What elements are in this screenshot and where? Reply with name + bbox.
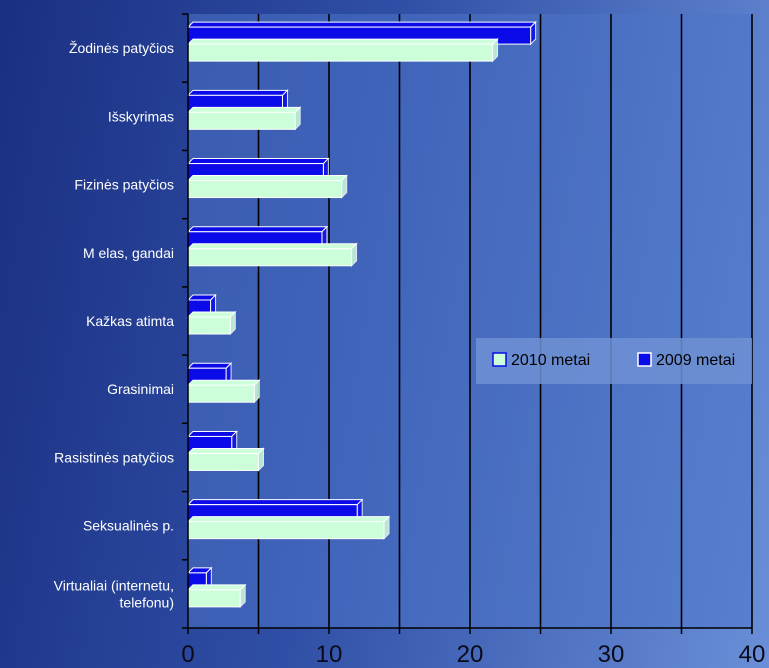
bar-front-face xyxy=(187,43,494,62)
category-label-virtualiai-internetu-telefonu: Virtualiai (internetu, telefonu) xyxy=(54,577,174,610)
bar-top-face xyxy=(186,38,499,45)
legend: 2010 metai 2009 metai xyxy=(476,338,752,384)
x-tick-labels: 0 10 20 30 40 xyxy=(181,641,765,668)
bar-front-face xyxy=(187,316,231,335)
bar-front-face xyxy=(187,452,259,471)
bar-top-face xyxy=(186,243,358,250)
legend-label-2009: 2009 metai xyxy=(656,352,735,369)
category-labels: Žodinės patyčios Išskyrimas Fizinės patyči… xyxy=(54,40,175,610)
bar-top-face xyxy=(186,21,537,28)
bar-group xyxy=(186,20,537,609)
category-label-line: Rasistinės patyčios xyxy=(54,449,174,465)
legend-label-2010: 2010 metai xyxy=(511,352,590,369)
legend-box xyxy=(476,338,752,384)
bar-top-face xyxy=(186,447,265,454)
bar-2010-metai-grasinimai xyxy=(186,379,261,404)
bar-top-face xyxy=(186,362,233,369)
category-label-line: telefonu) xyxy=(120,594,174,610)
bar-2010-metai-kazkas-atimta xyxy=(186,310,237,336)
bar-top-face xyxy=(186,430,238,437)
legend-swatch-2009 xyxy=(637,352,652,367)
x-tick-label-10: 10 xyxy=(316,641,343,668)
bar-top-face xyxy=(186,516,391,523)
bar-front-face xyxy=(187,521,385,540)
category-label-fizines-patycios: Fizinės patyčios xyxy=(74,177,174,193)
category-label-line: Virtualiai (internetu, xyxy=(54,577,174,593)
x-tick-label-0: 0 xyxy=(181,641,194,668)
category-label-m-elas-gandai: M elas, gandai xyxy=(83,245,174,261)
category-label-line: Grasinimai xyxy=(107,381,174,397)
bar-top-face xyxy=(186,106,302,113)
category-label-line: Fizinės patyčios xyxy=(74,177,174,193)
bar-top-face xyxy=(186,499,364,506)
category-label-line: M elas, gandai xyxy=(83,245,174,261)
bar-2010-metai-virtualiai-internetu-telefonu xyxy=(186,583,247,609)
category-label-line: Išskyrimas xyxy=(108,108,174,124)
category-label-isskyrimas: Išskyrimas xyxy=(108,108,174,124)
bar-2010-metai-rasistines-patycios xyxy=(186,447,265,472)
x-tick-label-40: 40 xyxy=(739,641,766,668)
bar-front-face xyxy=(187,180,343,199)
axes xyxy=(182,13,753,634)
bar-top-face xyxy=(186,226,329,233)
bar-2010-metai-seksualines-p xyxy=(186,515,391,540)
bar-2010-metai-fizines-patycios xyxy=(186,174,348,199)
category-label-grasinimai: Grasinimai xyxy=(107,381,174,397)
bar-top-face xyxy=(186,158,330,165)
bar-front-face xyxy=(187,589,241,608)
bar-2010-metai-m-elas-gandai xyxy=(186,242,358,267)
category-label-line: Žodinės patyčios xyxy=(69,40,174,56)
category-label-rasistines-patycios: Rasistinės patyčios xyxy=(54,449,174,465)
bar-front-face xyxy=(187,384,255,403)
bar-top-face xyxy=(186,379,261,386)
bar-top-face xyxy=(186,89,289,96)
bar-2010-metai-isskyrimas xyxy=(186,106,302,131)
x-tick-label-30: 30 xyxy=(598,641,625,668)
bar-top-face xyxy=(186,311,237,318)
category-label-seksualines-p: Seksualinės p. xyxy=(83,518,174,534)
bar-top-face xyxy=(186,584,247,591)
bar-top-face xyxy=(186,175,348,182)
category-label-kazkas-atimta: Kažkas atimta xyxy=(86,313,174,329)
category-label-line: Seksualinės p. xyxy=(83,518,174,534)
category-label-line: Kažkas atimta xyxy=(86,313,174,329)
bar-front-face xyxy=(187,111,296,130)
category-label-zodines-patycios: Žodinės patyčios xyxy=(69,40,174,56)
x-tick-label-20: 20 xyxy=(457,641,484,668)
bar-2010-metai-zodines-patycios xyxy=(186,37,499,63)
legend-swatch-2010 xyxy=(492,352,507,367)
bar-front-face xyxy=(187,248,353,267)
